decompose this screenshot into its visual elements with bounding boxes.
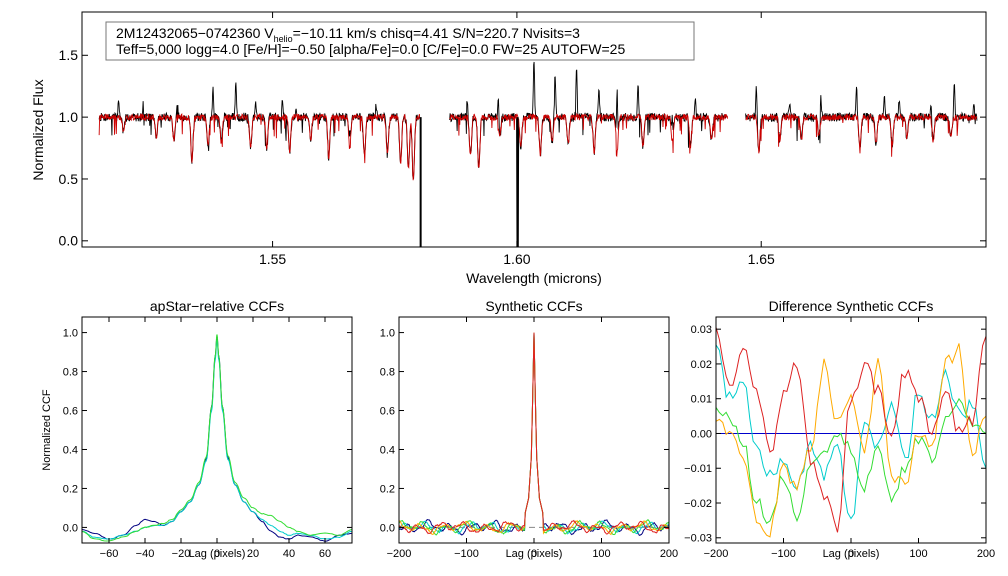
apstar-ccf-ticks: −60 −40 −20 0 20 40 60 0.0 0.2 0.4 0.6 0.8 1.0 bbox=[63, 317, 352, 560]
series-line-visit-2 bbox=[82, 340, 353, 540]
x-tick-label: 0 bbox=[848, 548, 854, 560]
apstar-ccf-panel: apStar−relative CCFs −60 −40 −20 0 20 40 60 0.0… bbox=[41, 298, 353, 560]
difference-ccf-x-axis-label: Lag (pixels) bbox=[823, 548, 880, 560]
spectrum-y-axis-label: Normalized Flux bbox=[30, 79, 46, 180]
y-tick-label: −0.02 bbox=[684, 498, 712, 510]
synthetic-ccf-marks bbox=[398, 332, 670, 536]
apstar-ccf-x-axis-label: Lag (pixels) bbox=[189, 548, 246, 560]
spectrum-x-axis-label: Wavelength (microns) bbox=[466, 270, 602, 286]
synthetic-ccf-x-axis-label: Lag (pixels) bbox=[506, 548, 563, 560]
x-tick-label: 40 bbox=[283, 548, 295, 560]
series-line-visit-4 bbox=[398, 332, 670, 536]
y-tick-label: 0.6 bbox=[63, 405, 78, 417]
y-tick-label: 1.5 bbox=[59, 47, 79, 63]
spectrum-observed-line bbox=[98, 61, 978, 247]
spectrum-panel: 1.55 1.60 1.65 0.0 0.5 1.0 1.5 Wavelength (mic… bbox=[30, 11, 987, 286]
x-tick-label: 1.55 bbox=[259, 251, 286, 267]
y-tick-label: 0.03 bbox=[691, 324, 712, 336]
x-tick-label: 60 bbox=[319, 548, 331, 560]
y-tick-label: 0.0 bbox=[380, 522, 395, 534]
series-line-cyan bbox=[715, 344, 987, 520]
apstar-ccf-marks bbox=[81, 334, 353, 542]
series-line-green bbox=[715, 397, 987, 524]
x-tick-label: 1.65 bbox=[748, 251, 775, 267]
y-tick-label: 0.2 bbox=[380, 483, 395, 495]
y-tick-label: 0.02 bbox=[691, 359, 712, 371]
difference-ccf-ticks: −200 −100 0 100 200 −0.03 −0.02 −0.01 0.00 0.01 0.… bbox=[684, 317, 995, 560]
y-tick-label: 0.4 bbox=[63, 444, 78, 456]
x-tick-label: −60 bbox=[100, 548, 119, 560]
x-tick-label: −200 bbox=[704, 548, 729, 560]
series-line-orange bbox=[715, 343, 987, 538]
x-tick-label: 100 bbox=[909, 548, 927, 560]
y-tick-label: 0.01 bbox=[691, 394, 712, 406]
series-line-visit-5 bbox=[398, 332, 670, 535]
series-line-visit-3 bbox=[81, 334, 353, 542]
y-tick-label: 0.00 bbox=[691, 428, 712, 440]
x-tick-label: 0 bbox=[531, 548, 537, 560]
series-line-red bbox=[715, 327, 987, 533]
spectrum-annotation-line1: 2M12432065−0742360 Vhelio=−10.11 km/s ch… bbox=[116, 25, 580, 44]
y-tick-label: 0.5 bbox=[59, 171, 79, 187]
synthetic-ccf-panel: Synthetic CCFs −200 −100 0 100 200 0.0 0.2 0.4 0… bbox=[380, 298, 678, 560]
spectrum-marks bbox=[98, 61, 978, 247]
x-tick-label: 200 bbox=[660, 548, 678, 560]
apstar-ccf-plot-frame bbox=[81, 316, 353, 544]
y-tick-label: 0.4 bbox=[380, 444, 395, 456]
difference-ccf-plot-frame bbox=[715, 316, 987, 544]
x-tick-label: −100 bbox=[454, 548, 479, 560]
synthetic-ccf-title: Synthetic CCFs bbox=[485, 298, 582, 314]
spectrum-annotation-box bbox=[105, 21, 695, 61]
difference-ccf-marks bbox=[715, 327, 987, 538]
x-tick-label: −100 bbox=[771, 548, 796, 560]
y-tick-label: −0.03 bbox=[684, 533, 712, 545]
difference-ccf-title: Difference Synthetic CCFs bbox=[769, 298, 934, 314]
x-tick-label: 20 bbox=[247, 548, 259, 560]
y-tick-label: 1.0 bbox=[63, 327, 78, 339]
x-tick-label: −20 bbox=[172, 548, 191, 560]
y-tick-label: 0.6 bbox=[380, 405, 395, 417]
spectrum-annotation-line2: Teff=5,000 logg=4.0 [Fe/H]=−0.50 [alpha/… bbox=[116, 41, 625, 57]
x-tick-label: −200 bbox=[387, 548, 412, 560]
y-tick-label: 0.8 bbox=[380, 366, 395, 378]
spectrum-ticks: 1.55 1.60 1.65 0.0 0.5 1.0 1.5 bbox=[59, 12, 986, 267]
series-line-visit-1 bbox=[81, 335, 353, 542]
annotation-subscript: helio bbox=[274, 34, 293, 44]
x-tick-label: 1.60 bbox=[503, 251, 530, 267]
series-line-visit-3 bbox=[398, 332, 670, 536]
apstar-ccf-title: apStar−relative CCFs bbox=[150, 298, 284, 314]
x-tick-label: 0 bbox=[214, 548, 220, 560]
x-tick-label: 100 bbox=[592, 548, 610, 560]
y-tick-label: 0.0 bbox=[59, 233, 79, 249]
annotation-star-id: 2M12432065−0742360 V bbox=[116, 25, 274, 41]
spectrum-synthetic-line bbox=[98, 112, 978, 181]
annotation-stats: =−10.11 km/s chisq=4.41 S/N=220.7 Nvisit… bbox=[293, 25, 581, 41]
series-line-visit-2 bbox=[398, 332, 670, 535]
series-line-visit-1 bbox=[398, 332, 670, 536]
y-tick-label: 1.0 bbox=[380, 327, 395, 339]
x-tick-label: −40 bbox=[136, 548, 155, 560]
synthetic-ccf-ticks: −200 −100 0 100 200 0.0 0.2 0.4 0.6 0.8 1.0 bbox=[380, 317, 678, 560]
y-tick-label: 0.8 bbox=[63, 366, 78, 378]
y-tick-label: −0.01 bbox=[684, 463, 712, 475]
x-tick-label: 200 bbox=[977, 548, 995, 560]
y-tick-label: 0.2 bbox=[63, 483, 78, 495]
y-tick-label: 1.0 bbox=[59, 109, 79, 125]
y-tick-label: 0.0 bbox=[63, 522, 78, 534]
apstar-ccf-y-axis-label: Normalized CCF bbox=[41, 389, 53, 471]
spectrum-plot-frame bbox=[81, 11, 987, 248]
difference-ccf-panel: Difference Synthetic CCFs −200 −100 0 100 20… bbox=[684, 298, 995, 560]
